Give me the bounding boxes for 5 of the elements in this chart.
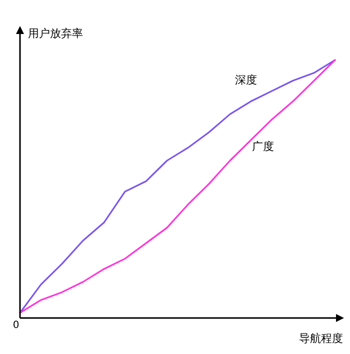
text: 0 [12, 320, 20, 331]
series-label: 广度 [252, 140, 274, 153]
x-axis-title: 导航程度 [299, 332, 343, 345]
y-axis-title: 用户放弃率 [28, 27, 83, 40]
series-label: 深度 [235, 73, 257, 86]
